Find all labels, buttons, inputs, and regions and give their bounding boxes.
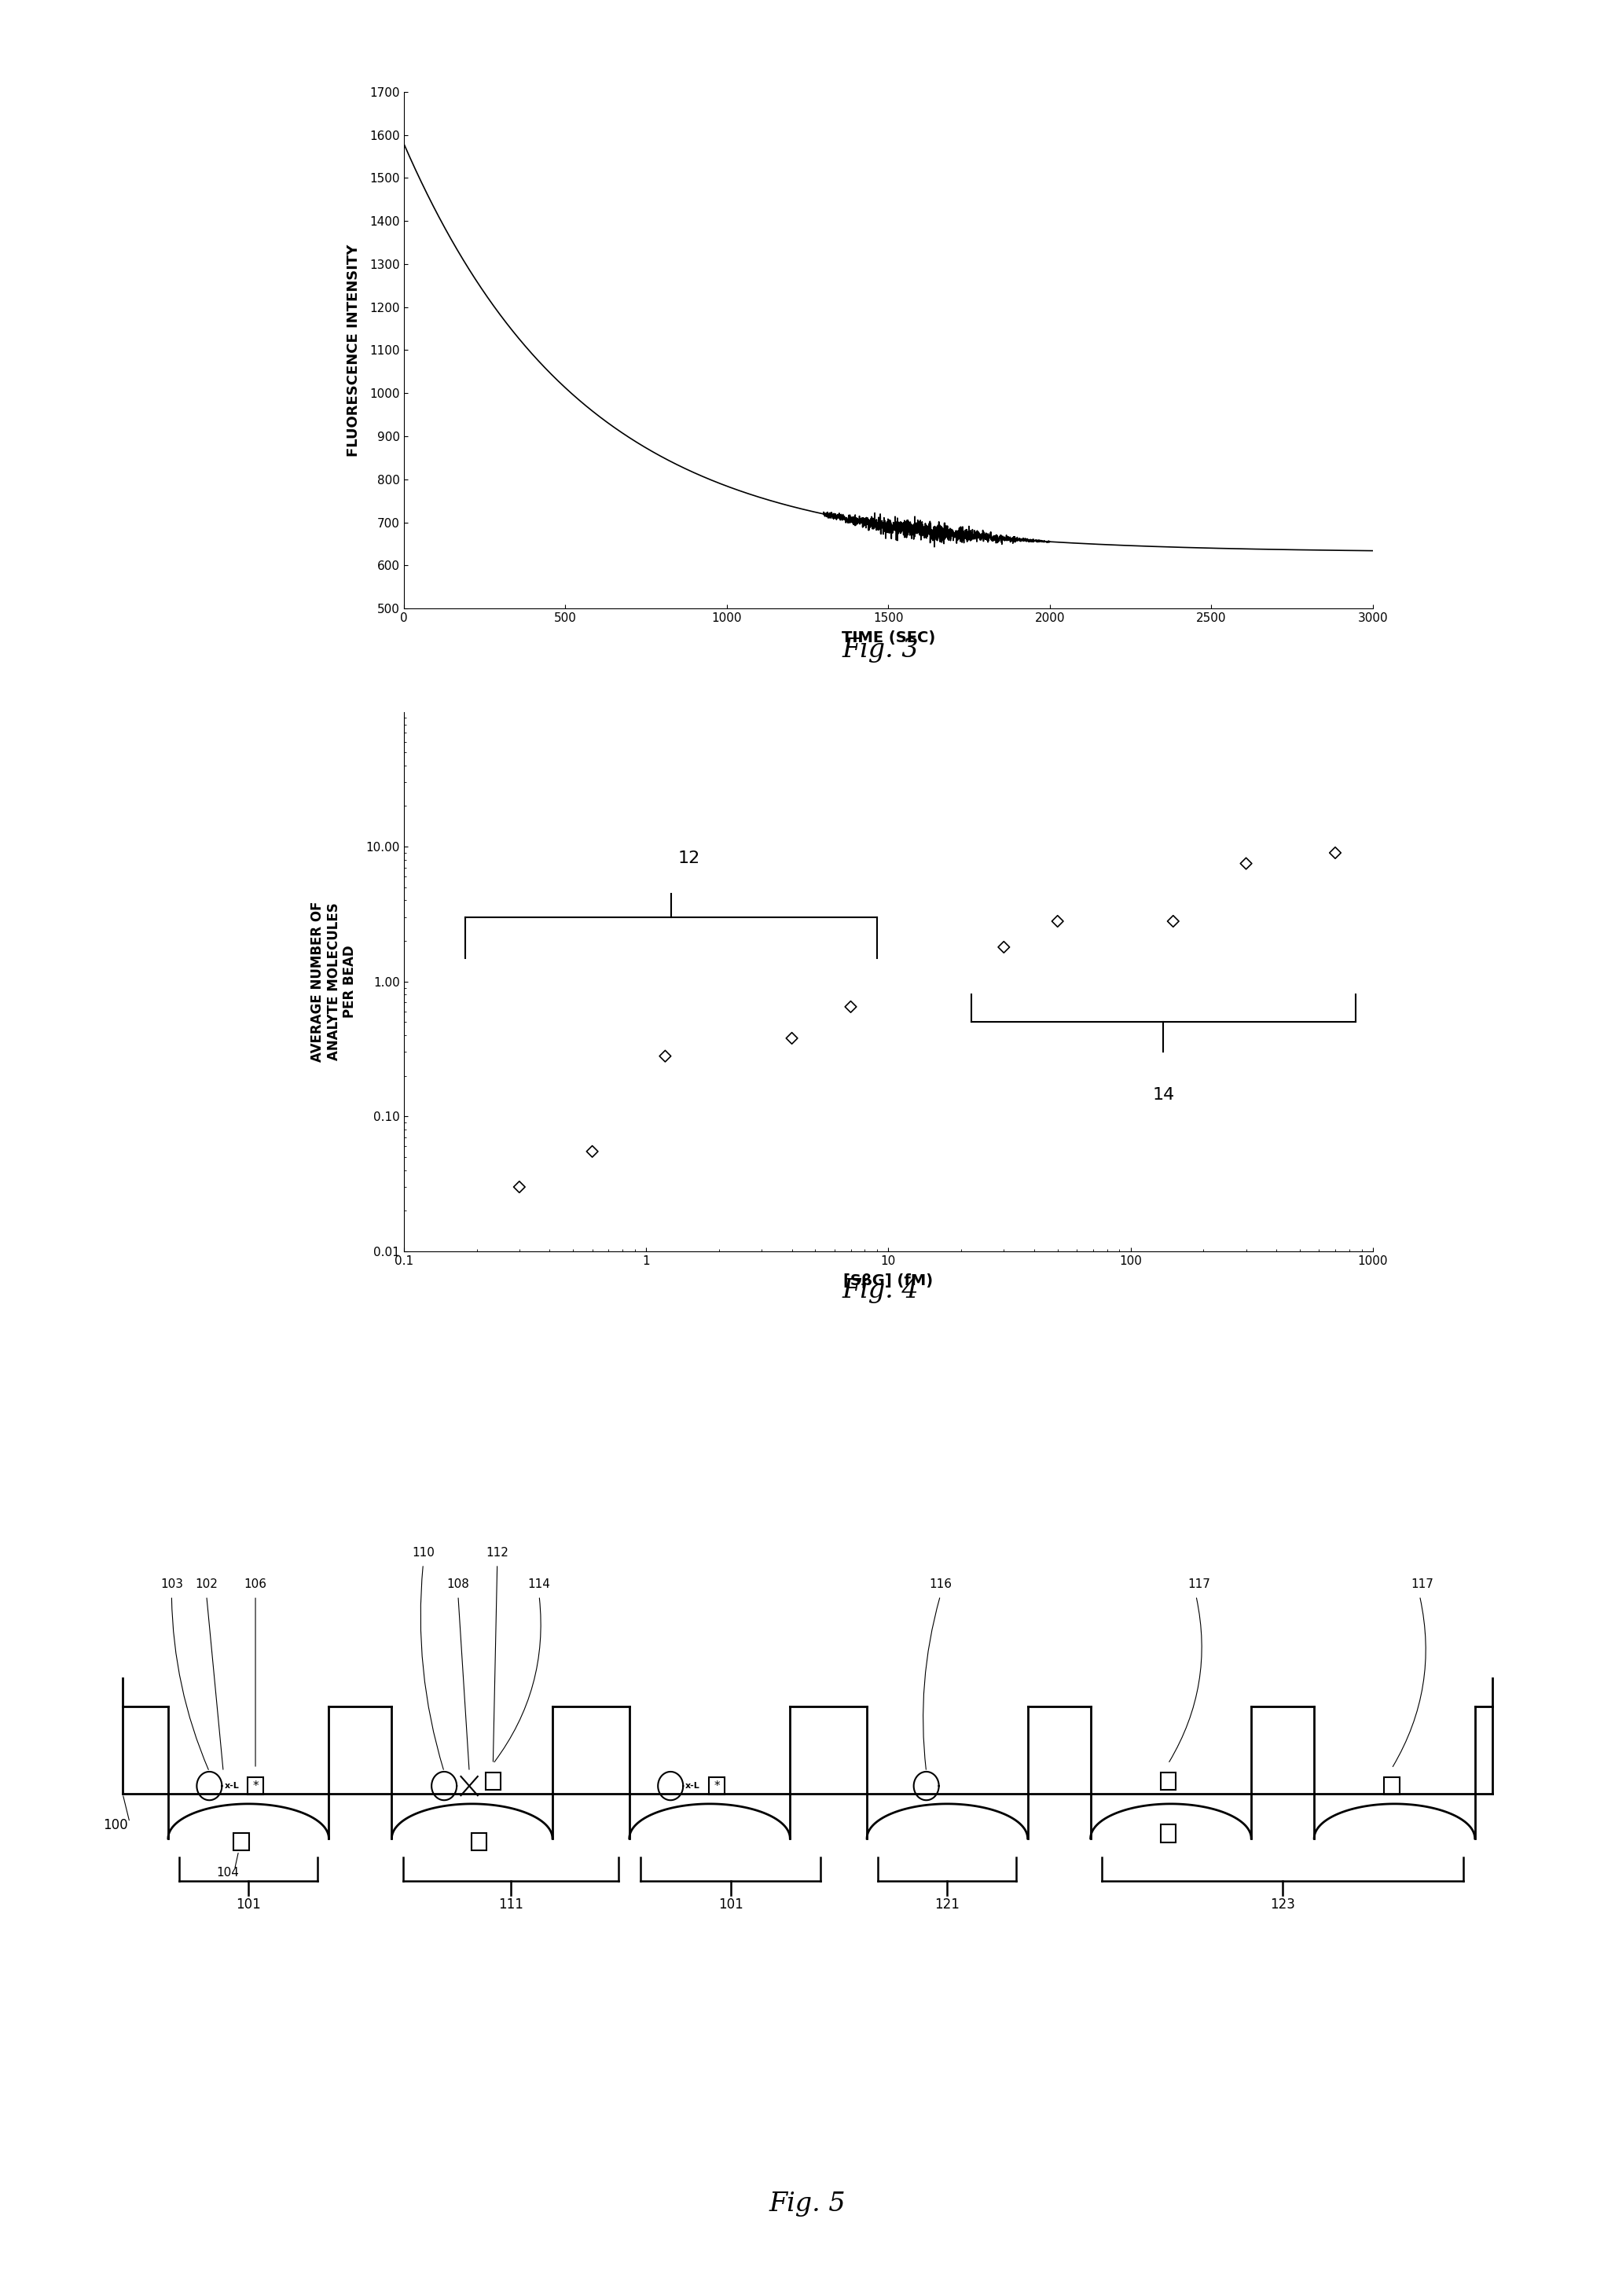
Text: 14: 14: [1153, 1086, 1174, 1102]
Text: 12: 12: [678, 850, 699, 866]
Text: 102: 102: [195, 1577, 218, 1591]
Text: x-L: x-L: [224, 1782, 239, 1791]
Text: Fig. 3: Fig. 3: [841, 638, 919, 661]
Text: Fig. 5: Fig. 5: [769, 2193, 846, 2216]
Text: 106: 106: [244, 1577, 266, 1591]
Text: 123: 123: [1269, 1896, 1295, 1913]
Point: [992, 930, 1017, 967]
Text: x-L: x-L: [685, 1782, 701, 1791]
Point: [652, 1038, 678, 1075]
Text: 116: 116: [929, 1577, 951, 1591]
Text: 100: 100: [103, 1818, 128, 1832]
Text: 117: 117: [1187, 1577, 1210, 1591]
Y-axis label: FLUORESCENCE INTENSITY: FLUORESCENCE INTENSITY: [347, 243, 360, 457]
Point: [507, 1169, 533, 1205]
Text: 101: 101: [719, 1896, 743, 1913]
Point: [580, 1134, 606, 1171]
Text: 121: 121: [935, 1896, 959, 1913]
Text: *: *: [714, 1779, 720, 1791]
Point: [778, 1019, 804, 1056]
Text: 110: 110: [412, 1548, 434, 1559]
Point: [838, 987, 864, 1024]
Text: 104: 104: [216, 1867, 239, 1878]
X-axis label: TIME (SEC): TIME (SEC): [841, 631, 935, 645]
Y-axis label: AVERAGE NUMBER OF
ANALYTE MOLECULES
PER BEAD: AVERAGE NUMBER OF ANALYTE MOLECULES PER …: [310, 900, 357, 1063]
Text: 117: 117: [1412, 1577, 1434, 1591]
Text: 111: 111: [497, 1896, 523, 1913]
Text: 108: 108: [447, 1577, 470, 1591]
X-axis label: [SβG] (fM): [SβG] (fM): [843, 1274, 933, 1288]
Text: Fig. 4: Fig. 4: [841, 1279, 919, 1302]
Text: 101: 101: [236, 1896, 262, 1913]
Text: *: *: [252, 1779, 258, 1791]
Point: [1234, 845, 1260, 882]
Text: 114: 114: [528, 1577, 551, 1591]
Point: [1160, 902, 1185, 939]
Text: 103: 103: [160, 1577, 182, 1591]
Point: [1045, 902, 1071, 939]
Point: [1323, 833, 1349, 870]
Text: 112: 112: [486, 1548, 509, 1559]
